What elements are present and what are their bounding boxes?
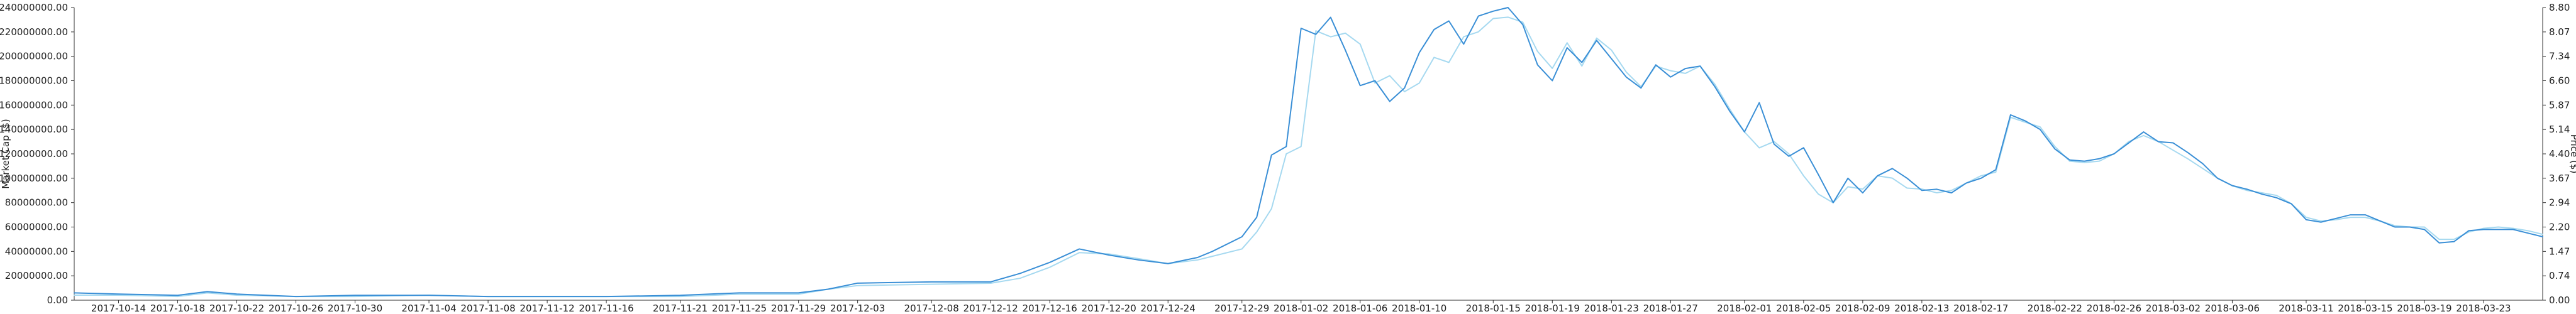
y-left-tick-label: 220000000.00 xyxy=(0,26,68,38)
x-tick-label: 2017-12-12 xyxy=(963,303,1018,314)
x-tick-label: 2017-12-29 xyxy=(1214,303,1269,314)
y-left-axis-title: Market Cap ($) xyxy=(0,119,11,189)
y-right-tick-label: 1.47 xyxy=(2549,246,2570,257)
y-left-tick-label: 40000000.00 xyxy=(5,246,68,257)
y-right-tick-label: 5.87 xyxy=(2549,99,2570,111)
y-right-tick-label: 8.80 xyxy=(2549,2,2570,13)
y-left-tick-label: 240000000.00 xyxy=(0,2,68,13)
y-right-tick-label: 8.07 xyxy=(2549,26,2570,38)
x-tick-label: 2018-02-13 xyxy=(1894,303,1949,314)
x-tick-label: 2017-11-21 xyxy=(653,303,708,314)
y-right-tick-label: 5.14 xyxy=(2549,124,2570,135)
y-right-tick-label: 7.34 xyxy=(2549,51,2570,62)
x-tick-label: 2017-12-16 xyxy=(1023,303,1077,314)
price-series-line xyxy=(74,16,2543,298)
x-tick-label: 2018-02-09 xyxy=(1835,303,1890,314)
x-tick-label: 2018-01-19 xyxy=(1525,303,1580,314)
y-left-tick-label: 120000000.00 xyxy=(0,148,68,160)
x-tick-label: 2017-10-22 xyxy=(209,303,264,314)
y-right-tick-label: 2.94 xyxy=(2549,197,2570,208)
y-right-tick-label: 3.67 xyxy=(2549,173,2570,184)
y-right-tick-label: 4.40 xyxy=(2549,148,2570,160)
y-left-tick-label: 200000000.00 xyxy=(0,51,68,62)
y-left-tick-label: 160000000.00 xyxy=(0,99,68,111)
x-tick-label: 2018-03-11 xyxy=(2279,303,2333,314)
y-left-tick-label: 60000000.00 xyxy=(5,222,68,233)
y-left-tick-label: 180000000.00 xyxy=(0,75,68,87)
y-left-tick-label: 100000000.00 xyxy=(0,173,68,184)
x-tick-label: 2018-03-06 xyxy=(2205,303,2260,314)
y-right-axis-title: Price ($) xyxy=(2568,134,2576,174)
x-tick-label: 2017-11-04 xyxy=(401,303,456,314)
x-tick-label: 2018-03-15 xyxy=(2338,303,2392,314)
x-tick-label: 2017-10-26 xyxy=(269,303,323,314)
x-tick-label: 2018-02-17 xyxy=(1953,303,2008,314)
x-tick-label: 2018-01-06 xyxy=(1333,303,1387,314)
x-tick-label: 2018-01-23 xyxy=(1584,303,1639,314)
market-cap-series-line xyxy=(74,7,2543,298)
x-tick-label: 2017-10-18 xyxy=(150,303,205,314)
x-tick-label: 2018-01-15 xyxy=(1466,303,1521,314)
x-tick-label: 2017-11-08 xyxy=(460,303,515,314)
y-right-tick-label: 2.20 xyxy=(2549,222,2570,233)
y-left-tick-label: 20000000.00 xyxy=(5,270,68,281)
x-tick-label: 2018-03-23 xyxy=(2456,303,2511,314)
y-right-tick-label: 0.74 xyxy=(2549,270,2570,281)
x-tick-label: 2018-02-01 xyxy=(1717,303,1772,314)
x-tick-label: 2017-10-30 xyxy=(328,303,382,314)
y-left-tick-label: 0.00 xyxy=(47,295,68,306)
x-tick-label: 2017-11-29 xyxy=(771,303,826,314)
x-tick-label: 2017-12-24 xyxy=(1141,303,1196,314)
y-left-tick-label: 80000000.00 xyxy=(5,197,68,208)
x-tick-label: 2018-02-05 xyxy=(1776,303,1831,314)
x-tick-label: 2018-01-27 xyxy=(1643,303,1698,314)
x-tick-label: 2017-12-03 xyxy=(830,303,885,314)
x-tick-label: 2017-12-08 xyxy=(904,303,959,314)
x-tick-label: 2017-11-12 xyxy=(520,303,575,314)
x-tick-label: 2018-01-10 xyxy=(1392,303,1446,314)
y-right-tick-label: 0.00 xyxy=(2549,295,2570,306)
x-tick-label: 2017-11-16 xyxy=(579,303,634,314)
x-tick-label: 2018-02-26 xyxy=(2087,303,2141,314)
x-tick-label: 2017-11-25 xyxy=(712,303,767,314)
x-tick-label: 2017-12-20 xyxy=(1082,303,1136,314)
y-right-tick-label: 6.60 xyxy=(2549,75,2570,87)
x-tick-label: 2018-03-19 xyxy=(2397,303,2451,314)
x-tick-label: 2018-03-02 xyxy=(2146,303,2201,314)
x-tick-label: 2018-02-22 xyxy=(2028,303,2082,314)
y-left-tick-label: 140000000.00 xyxy=(0,124,68,135)
x-tick-label: 2018-01-02 xyxy=(1274,303,1328,314)
x-tick-label: 2017-10-14 xyxy=(91,303,146,314)
